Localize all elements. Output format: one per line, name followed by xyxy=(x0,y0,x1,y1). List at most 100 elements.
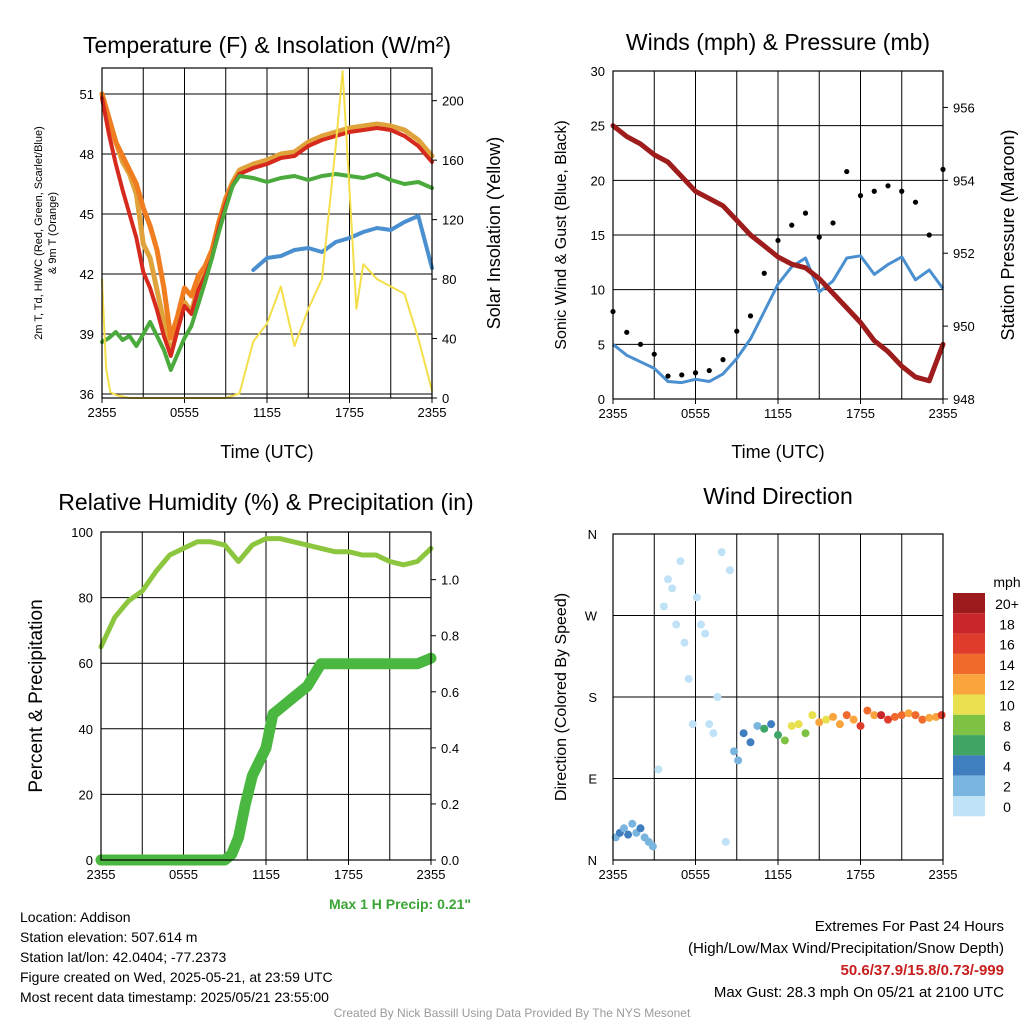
y-tick-label: 30 xyxy=(591,64,605,79)
data-point xyxy=(680,638,689,647)
series-line xyxy=(610,123,946,384)
x-tick-label: 0555 xyxy=(170,405,199,420)
x-tick-label: 1755 xyxy=(846,406,875,421)
data-point xyxy=(822,715,831,724)
y2-axis-label: Station Pressure (Maroon) xyxy=(998,129,1018,340)
data-point xyxy=(842,711,851,720)
y2-tick-label: 950 xyxy=(953,319,975,334)
y-tick-label: 80 xyxy=(79,591,93,606)
x-tick-label: 1755 xyxy=(335,405,364,420)
y-tick-label: 51 xyxy=(80,87,94,102)
y2-tick-label: 160 xyxy=(442,153,464,168)
data-point xyxy=(808,711,817,720)
y-tick-label: 39 xyxy=(80,327,94,342)
data-point xyxy=(802,210,809,216)
colorbar-swatch xyxy=(953,633,985,654)
data-point xyxy=(815,718,824,727)
x-tick-label: 0555 xyxy=(169,867,198,882)
data-point xyxy=(897,711,906,720)
data-point xyxy=(912,199,919,205)
data-point xyxy=(801,729,810,738)
colorbar-swatch xyxy=(953,694,985,715)
y-tick-label: 20 xyxy=(591,173,605,188)
colorbar-swatch xyxy=(953,755,985,776)
data-point xyxy=(789,222,795,228)
y-axis-label: Percent & Precipitation xyxy=(26,599,47,792)
data-point xyxy=(857,193,864,199)
colorbar-swatch xyxy=(953,653,985,675)
data-point xyxy=(899,188,905,194)
colorbar-label: 2 xyxy=(1003,779,1011,795)
data-point xyxy=(787,721,796,730)
data-point xyxy=(746,738,755,747)
x-tick-label: 2355 xyxy=(88,405,117,420)
data-point xyxy=(918,715,927,724)
data-point xyxy=(767,720,776,729)
data-point xyxy=(713,693,722,701)
data-point xyxy=(679,372,685,378)
y-axis-label-2: & 9m T (Orange) xyxy=(47,192,59,274)
y-tick-label: 100 xyxy=(71,525,93,540)
colorbar-label: 10 xyxy=(999,698,1015,714)
data-point xyxy=(830,220,836,226)
data-point xyxy=(620,824,628,833)
data-point xyxy=(668,584,677,593)
location-text: Location: Addison xyxy=(20,909,131,925)
data-point xyxy=(692,370,699,376)
data-point xyxy=(911,711,920,720)
colorbar-label: 20+ xyxy=(995,596,1019,612)
data-point xyxy=(692,593,701,602)
data-point xyxy=(664,575,672,584)
y-tick-label: 15 xyxy=(591,228,605,243)
y2-tick-label: 0 xyxy=(442,391,449,406)
data-point xyxy=(665,373,671,379)
created-text: Figure created on Wed, 2025-05-21, at 23… xyxy=(20,969,333,985)
panel-title: Relative Humidity (%) & Precipitation (i… xyxy=(58,489,473,515)
data-point xyxy=(890,712,899,721)
extremes-subtitle: (High/Low/Max Wind/Precipitation/Snow De… xyxy=(688,940,1004,957)
data-point xyxy=(774,731,782,740)
y2-tick-label: 80 xyxy=(442,272,456,287)
x-tick-label: 2355 xyxy=(87,867,116,882)
y-tick-label: N xyxy=(588,853,597,868)
series-line xyxy=(98,536,434,650)
y2-tick-label: 0.2 xyxy=(441,797,459,812)
colorbar-label: 12 xyxy=(999,677,1015,693)
credit-text: Created By Nick Bassill Using Data Provi… xyxy=(333,1006,691,1020)
x-tick-label: 1755 xyxy=(334,867,363,882)
colorbar-label: 16 xyxy=(999,637,1015,653)
y-tick-label: 0 xyxy=(86,853,93,868)
colorbar-label: 4 xyxy=(1003,758,1011,774)
extremes-info: Extremes For Past 24 Hours (High/Low/Max… xyxy=(688,916,1004,1004)
x-axis-label: Time (UTC) xyxy=(220,442,313,462)
data-point xyxy=(760,724,769,733)
data-point xyxy=(721,837,730,846)
series-line xyxy=(100,172,434,372)
colorbar-swatch xyxy=(953,735,985,756)
data-point xyxy=(844,168,850,175)
y2-tick-label: 948 xyxy=(953,392,975,407)
data-point xyxy=(697,620,705,629)
x-tick-label: 1155 xyxy=(252,867,280,882)
y2-tick-label: 200 xyxy=(442,94,464,109)
data-point xyxy=(688,720,697,729)
data-point xyxy=(884,715,892,724)
data-point xyxy=(734,756,743,765)
data-point xyxy=(672,620,681,629)
max-gust-text: Max Gust: 28.3 mph On 05/21 at 2100 UTC xyxy=(713,984,1004,1001)
data-point xyxy=(624,830,633,839)
y-axis-label: 2m T, Td, HI/WC (Red, Green, Scarlet/Blu… xyxy=(33,126,45,340)
colorbar-swatch xyxy=(953,796,985,817)
y-tick-label: 40 xyxy=(79,722,93,737)
data-point xyxy=(926,232,932,238)
x-tick-label: 1155 xyxy=(253,405,281,420)
panel-1: 2355 0555 1155 1755 2355 36 39 42 45 48 51 0 40 80 120… xyxy=(33,32,504,462)
latlon-text: Station lat/lon: 42.0404; -77.2373 xyxy=(20,949,227,965)
series-line xyxy=(612,254,945,385)
colorbar-unit-label: mph xyxy=(993,574,1020,590)
recent-data-text: Most recent data timestamp: 2025/05/21 2… xyxy=(20,989,329,1005)
panel-title: Temperature (F) & Insolation (W/m²) xyxy=(83,32,451,58)
series-line xyxy=(99,91,242,341)
data-point xyxy=(885,183,891,189)
